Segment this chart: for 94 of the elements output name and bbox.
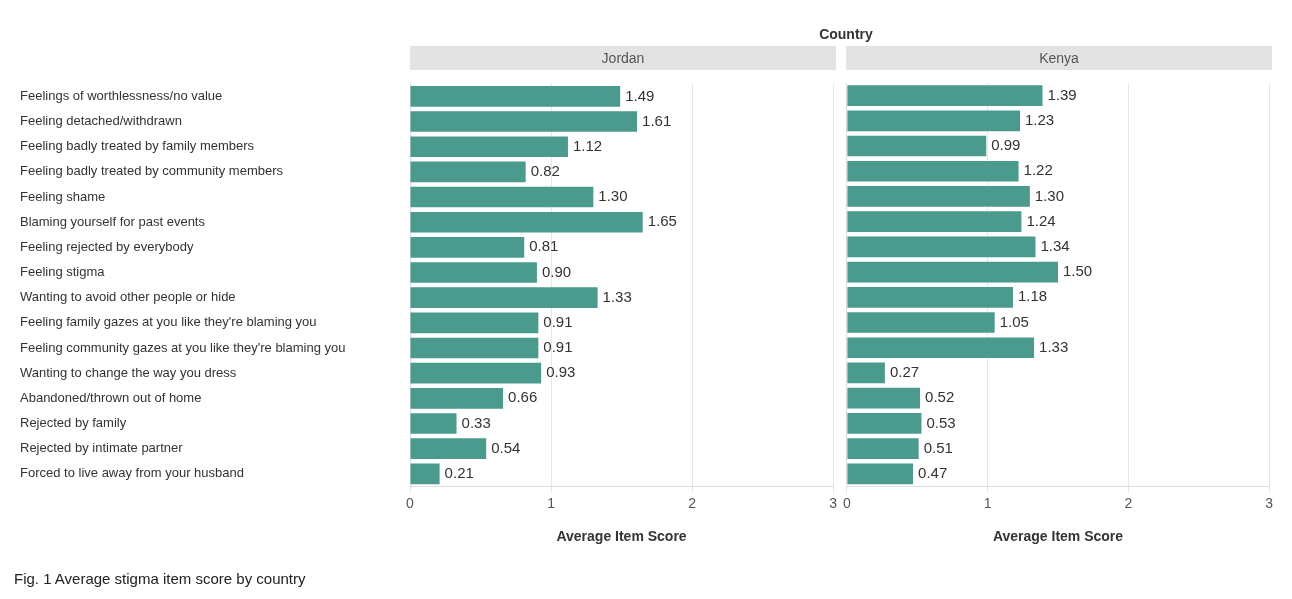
bar	[847, 387, 921, 409]
bar	[847, 85, 1043, 106]
x-axis-title: Average Item Score	[992, 528, 1124, 545]
data-label: 0.99	[991, 136, 1021, 154]
y-tick-label: Feeling badly treated by family members	[20, 138, 255, 154]
bar	[847, 160, 1019, 182]
y-tick-label: Blaming yourself for past events	[20, 213, 206, 229]
y-tick-label: Feelings of worthlessness/no value	[20, 87, 223, 103]
data-label: 0.33	[461, 413, 491, 431]
x-tick-label: 2	[1124, 494, 1133, 511]
data-label: 1.33	[1039, 337, 1069, 355]
y-tick-label: Abandoned/thrown out of home	[20, 389, 202, 405]
x-tick-label: 0	[842, 494, 851, 511]
data-label: 1.65	[647, 212, 677, 230]
x-tick-label: 1	[547, 494, 556, 511]
data-label: 0.81	[529, 237, 559, 255]
data-label: 1.05	[999, 312, 1029, 330]
bar	[847, 110, 1020, 132]
data-label: 1.50	[1063, 262, 1093, 280]
bar	[410, 111, 638, 132]
bar	[410, 388, 504, 409]
x-tick-label: 2	[688, 494, 697, 511]
data-label: 0.53	[926, 413, 956, 431]
data-label: 1.24	[1026, 211, 1056, 229]
y-tick-label: Feeling detached/withdrawn	[20, 113, 182, 129]
bar	[410, 211, 643, 233]
bar	[410, 262, 537, 283]
data-label: 1.33	[602, 287, 632, 305]
data-label: 0.82	[530, 162, 560, 180]
bar	[847, 463, 914, 485]
bar	[847, 211, 1022, 233]
x-tick-label: 3	[829, 494, 838, 511]
y-tick-label: Wanting to avoid other people or hide	[20, 289, 236, 305]
bar	[847, 312, 995, 333]
data-label: 0.91	[543, 338, 573, 356]
data-label: 1.61	[642, 111, 672, 129]
caption: Fig. 1 Average stigma item score by country	[14, 570, 306, 587]
bar	[410, 237, 525, 258]
bar	[847, 186, 1030, 207]
data-label: 0.47	[918, 463, 948, 481]
bar	[410, 413, 457, 434]
bar	[847, 236, 1036, 258]
data-label: 1.30	[1034, 186, 1065, 204]
x-tick-label: 3	[1265, 494, 1274, 511]
data-label: 0.54	[491, 438, 521, 456]
bar	[410, 312, 539, 334]
y-tick-label: Rejected by family	[20, 415, 127, 431]
y-tick-label: Forced to live away from your husband	[20, 465, 244, 481]
data-label: 0.66	[508, 388, 538, 406]
x-tick-label: 0	[406, 494, 415, 511]
y-tick-label: Feeling community gazes at you like they're blaming you	[20, 339, 346, 355]
data-label: 1.12	[572, 136, 603, 154]
bar	[410, 438, 487, 459]
data-label: 1.39	[1047, 85, 1077, 103]
bar	[410, 161, 526, 183]
data-label: 0.90	[541, 262, 572, 280]
y-tick-label: Rejected by intimate partner	[20, 440, 184, 456]
data-label: 1.22	[1023, 161, 1053, 179]
data-label: 1.18	[1017, 287, 1048, 305]
bar	[410, 287, 598, 308]
data-label: 0.27	[889, 363, 920, 381]
bar	[847, 438, 919, 459]
y-tick-label: Feeling shame	[20, 188, 106, 204]
bar	[847, 261, 1058, 283]
data-label: 1.30	[598, 187, 628, 205]
chart-title: Jordan	[410, 46, 836, 70]
bar	[410, 86, 621, 107]
bar	[847, 362, 885, 384]
data-label: 0.52	[925, 388, 955, 406]
chart-title: Kenya	[846, 46, 1272, 70]
data-label: 1.49	[625, 86, 655, 104]
x-axis-title: Average Item Score	[556, 528, 687, 545]
y-tick-label: Feeling family gazes at you like they're blaming you	[20, 314, 317, 330]
y-tick-label: Feeling badly treated by community members	[20, 163, 284, 179]
x-tick-label: 1	[983, 494, 992, 511]
data-label: 0.91	[543, 312, 573, 330]
bar	[847, 413, 922, 434]
bar	[410, 362, 542, 384]
bar	[847, 135, 987, 157]
data-label: 1.23	[1025, 110, 1055, 128]
bar	[410, 463, 440, 485]
bar	[410, 136, 568, 158]
bar	[847, 337, 1035, 359]
bar	[410, 186, 594, 208]
data-label: 0.21	[444, 463, 474, 481]
data-label: 1.34	[1040, 237, 1070, 255]
bar	[410, 337, 539, 359]
data-label: 0.51	[923, 438, 953, 456]
y-tick-label: Feeling rejected by everybody	[20, 238, 194, 254]
text: Country	[818, 26, 874, 42]
bar	[847, 286, 1013, 308]
y-tick-label: Wanting to change the way you dress	[20, 364, 237, 380]
data-label: 0.93	[546, 363, 576, 381]
y-tick-label: Feeling stigma	[20, 264, 106, 280]
